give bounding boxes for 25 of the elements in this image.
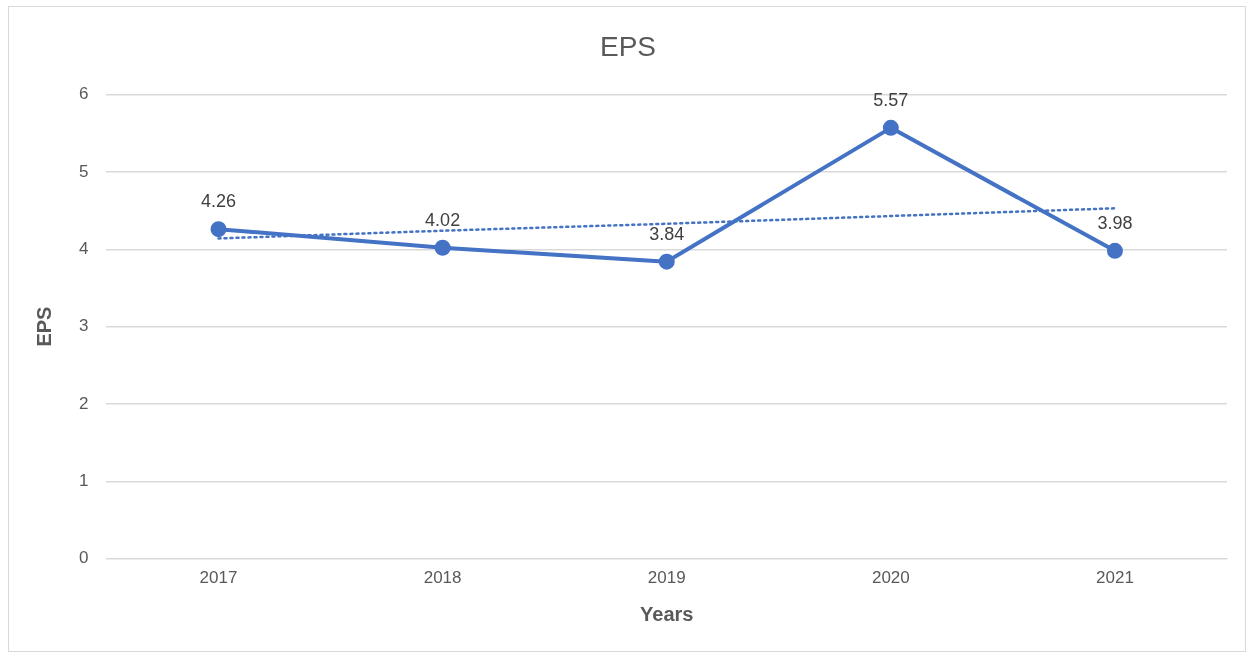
data-label: 4.26 — [200, 191, 237, 212]
y-tick-label: 2 — [78, 393, 89, 413]
x-tick-label: 2020 — [871, 568, 910, 588]
y-tick-label: 6 — [78, 84, 89, 104]
data-label: 4.02 — [425, 209, 461, 230]
point — [658, 253, 675, 270]
y-tick-label: 1 — [78, 470, 89, 490]
data-label: 3.98 — [1097, 212, 1133, 233]
y-axis-title: EPS — [32, 306, 55, 347]
y-tick-label: 3 — [78, 316, 89, 336]
data-label: 3.84 — [649, 223, 685, 244]
x-tick-label: 2021 — [1096, 568, 1134, 588]
data-label: 5.57 — [873, 89, 909, 110]
x-axis-title: Years — [640, 602, 694, 625]
y-tick-label: 0 — [78, 548, 89, 568]
point — [882, 119, 899, 136]
y-tick-label: 4 — [78, 238, 89, 258]
point — [1106, 242, 1123, 259]
chart-title: EPS — [599, 30, 657, 62]
y-tick-label: 5 — [78, 161, 89, 181]
x-tick-label: 2019 — [647, 568, 686, 588]
x-tick-label: 2018 — [423, 568, 462, 588]
point — [434, 239, 451, 256]
x-tick-label: 2017 — [199, 568, 238, 588]
point — [210, 221, 227, 238]
